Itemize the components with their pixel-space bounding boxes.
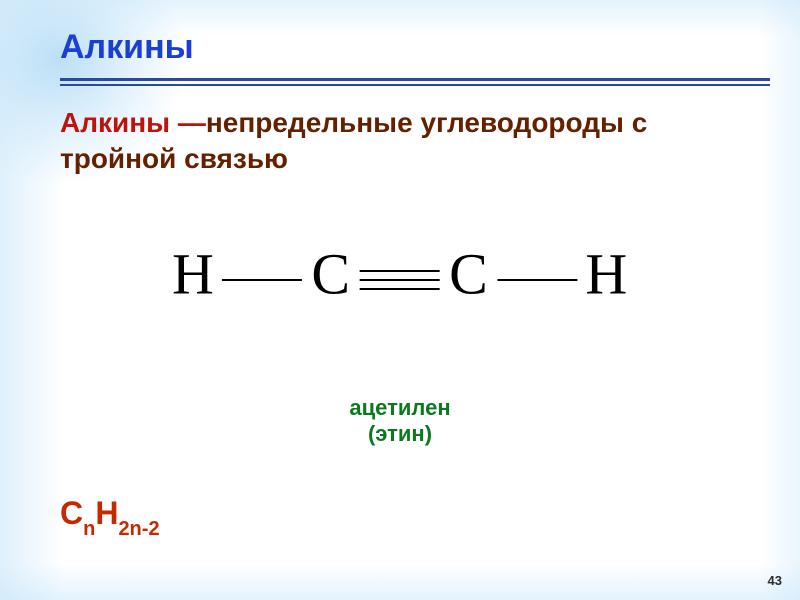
page-number: 43 (768, 573, 782, 588)
title-rule (60, 78, 770, 86)
atom-label: C (312, 241, 351, 306)
chemical-structure: HCCH (0, 220, 800, 325)
caption-line2: (этин) (0, 421, 800, 447)
formula-part: C (60, 495, 83, 531)
rule-line-thick (60, 78, 770, 81)
structure-caption: ацетилен (этин) (0, 395, 800, 448)
slide-content: Алкины Алкины —непредельные углеводороды… (0, 0, 800, 600)
rule-line-thin (60, 84, 770, 86)
atom-label: C (450, 241, 489, 306)
atom-label: H (586, 241, 628, 306)
slide-title: Алкины (60, 28, 194, 67)
atom-label: H (172, 241, 214, 306)
definition-term: Алкины — (60, 107, 206, 138)
slide: Алкины Алкины —непредельные углеводороды… (0, 0, 800, 600)
general-formula: CnH2n-2 (60, 495, 160, 537)
structure-svg: HCCH (153, 220, 646, 320)
formula-subscript: n (83, 518, 95, 540)
formula-subscript: 2n-2 (118, 518, 159, 540)
caption-line1: ацетилен (0, 395, 800, 421)
definition-text: Алкины —непредельные углеводороды с трой… (60, 105, 750, 178)
formula-part: H (95, 495, 118, 531)
